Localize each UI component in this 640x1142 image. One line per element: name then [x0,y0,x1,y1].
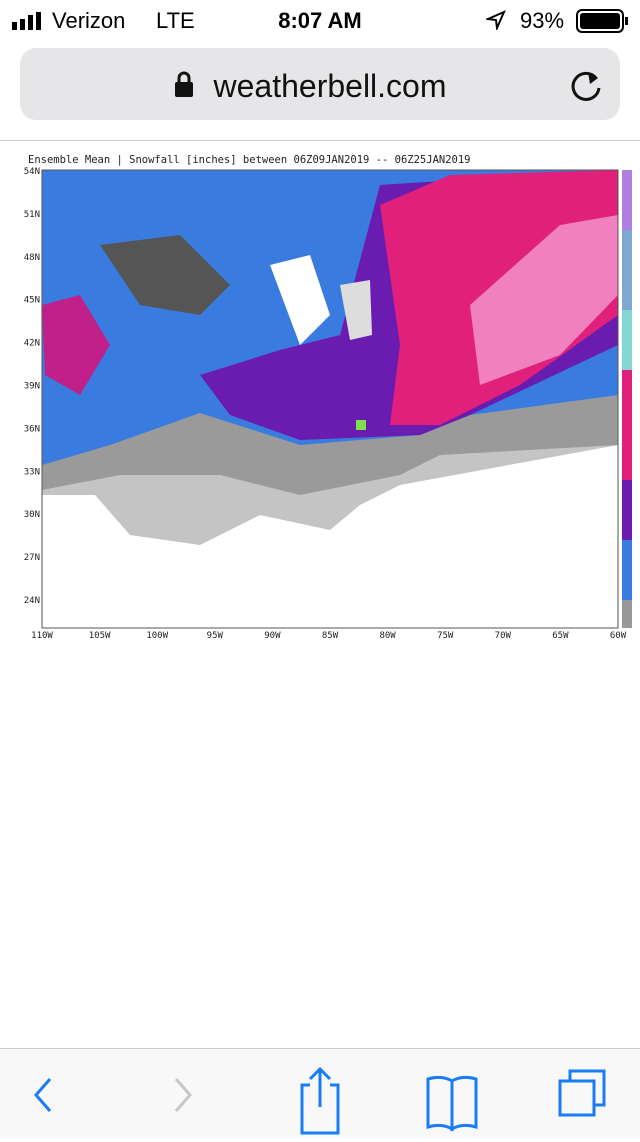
longitude-label: 105W [89,631,111,640]
url: weatherbell.com [213,68,447,104]
latitude-label: 39N [24,382,40,392]
map-title: Ensemble Mean | Snowfall [inches] betwee… [28,154,471,166]
latitude-label: 48N [24,253,40,263]
longitude-label: 100W [146,631,168,640]
longitude-label: 70W [495,631,512,640]
back-button[interactable] [34,1078,52,1112]
snowfall-map: Ensemble Mean | Snowfall [inches] betwee… [24,154,632,640]
lock-icon [175,71,193,97]
latitude-label: 30N [24,510,40,520]
longitude-labels: 110W 105W 100W 95W 90W 85W 80W 75W 70W 65W 60W [31,631,627,640]
latitude-label: 27N [24,553,40,563]
latitude-label: 51N [24,210,40,220]
forward-button[interactable] [174,1078,192,1112]
longitude-label: 75W [437,631,454,640]
toolbar-icons [34,1066,606,1135]
time: 8:07 AM [278,8,362,33]
network: LTE [156,8,195,33]
battery-icon [576,9,628,33]
latitude-label: 36N [24,424,40,434]
longitude-label: 90W [264,631,281,640]
latitude-label: 33N [24,467,40,477]
latitude-labels: 54N 51N 48N 45N 42N 39N 36N 33N 30N 27N 24N [24,167,40,606]
colorbar [622,170,632,628]
longitude-label: 95W [207,631,224,640]
divider [0,140,640,141]
longitude-label: 110W [31,631,53,640]
location-icon [486,10,506,30]
longitude-label: 80W [379,631,396,640]
longitude-label: 60W [610,631,627,640]
signal-icon [12,12,41,30]
share-button[interactable] [300,1066,340,1135]
latitude-label: 42N [24,339,40,349]
latitude-label: 45N [24,296,40,306]
longitude-label: 85W [322,631,339,640]
bookmarks-button[interactable] [426,1075,478,1132]
map-field [42,170,618,628]
latitude-label: 54N [24,167,40,177]
latitude-label: 24N [24,596,40,606]
status-bar: Verizon LTE 8:07 AM 93% [0,0,640,42]
longitude-label: 65W [552,631,569,640]
tabs-button[interactable] [558,1069,606,1117]
carrier: Verizon [52,8,126,33]
toolbar [0,1048,640,1137]
battery-percent: 93% [520,8,565,33]
reload-button[interactable] [570,68,604,102]
address-bar[interactable]: weatherbell.com [20,48,620,120]
